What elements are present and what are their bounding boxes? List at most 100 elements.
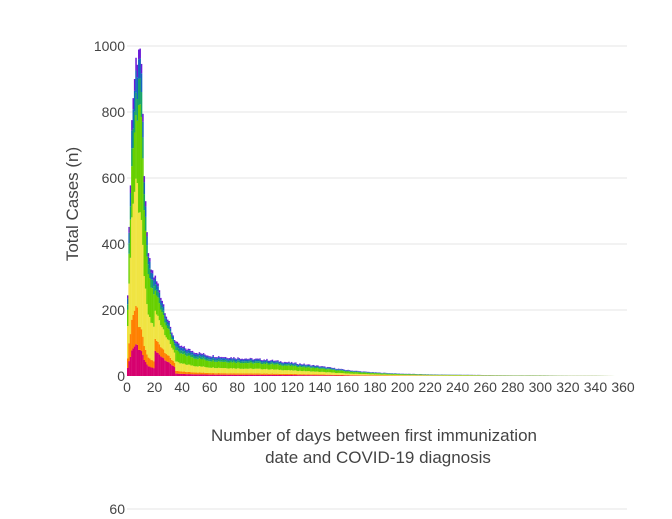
histogram-bar-segment: [155, 339, 157, 351]
histogram-bar-segment: [270, 369, 272, 373]
histogram-bar-segment: [177, 347, 179, 350]
histogram-bar-segment: [189, 350, 191, 353]
histogram-bar-segment: [160, 356, 162, 376]
histogram-bar-segment: [306, 374, 308, 375]
histogram-bar-segment: [135, 179, 137, 306]
histogram-bar-segment: [210, 359, 212, 361]
histogram-bar-segment: [272, 374, 274, 375]
histogram-bar-segment: [250, 362, 252, 368]
histogram-bar-segment: [305, 375, 307, 376]
histogram-bar-segment: [135, 58, 137, 71]
histogram-bar-segment: [291, 370, 293, 374]
histogram-bar-segment: [367, 373, 369, 374]
histogram-bar-segment: [321, 367, 323, 368]
histogram-bar-segment: [228, 359, 230, 361]
histogram-bar-segment: [369, 373, 371, 374]
histogram-bar-segment: [156, 284, 158, 290]
histogram-bar-segment: [316, 367, 318, 368]
histogram-bar-segment: [409, 375, 411, 376]
histogram-bar-segment: [138, 59, 140, 79]
histogram-bar-segment: [254, 373, 256, 374]
histogram-bar-segment: [243, 363, 245, 369]
histogram-bar-segment: [182, 354, 184, 364]
histogram-bar-segment: [268, 374, 270, 375]
histogram-bar-segment: [174, 340, 176, 341]
histogram-bar-segment: [167, 339, 169, 355]
histogram-bar-segment: [232, 361, 234, 363]
histogram-bar-segment: [167, 321, 169, 324]
histogram-bar-segment: [144, 210, 146, 276]
histogram-bar-segment: [207, 367, 209, 373]
histogram-bar-segment: [284, 363, 286, 364]
histogram-bar-segment: [314, 366, 316, 367]
histogram-bar-segment: [273, 375, 275, 376]
histogram-bar-segment: [307, 365, 309, 366]
histogram-bar-segment: [149, 269, 151, 278]
histogram-bar-segment: [280, 362, 282, 363]
histogram-bar-segment: [128, 254, 130, 284]
histogram-bar-segment: [137, 183, 139, 307]
histogram-bar-segment: [403, 374, 405, 375]
histogram-bar-segment: [189, 374, 191, 376]
histogram-bar-segment: [262, 375, 264, 376]
histogram-bar-segment: [133, 98, 135, 109]
histogram-bar-segment: [138, 105, 140, 213]
histogram-bar-segment: [149, 262, 151, 269]
histogram-bar-segment: [183, 351, 185, 354]
x-tick-label: 120: [281, 379, 305, 395]
histogram-bar-segment: [212, 373, 214, 375]
histogram-bar-segment: [314, 366, 316, 367]
histogram-bar-segment: [360, 374, 362, 375]
histogram-bar-segment: [219, 358, 221, 360]
histogram-bar-segment: [138, 213, 140, 327]
histogram-bar-segment: [288, 370, 290, 374]
histogram-bar-segment: [228, 363, 230, 369]
histogram-bar-segment: [290, 366, 292, 370]
histogram-bar-segment: [303, 371, 305, 374]
histogram-bar-segment: [234, 369, 236, 374]
histogram-bar-segment: [244, 363, 246, 369]
histogram-bar-segment: [272, 360, 274, 362]
histogram-bar-segment: [127, 368, 129, 376]
histogram-bar-segment: [223, 357, 225, 358]
histogram-bar-segment: [276, 375, 278, 376]
histogram-bar-segment: [156, 296, 158, 315]
histogram-bar-segment: [265, 375, 267, 376]
histogram-bar-segment: [153, 327, 155, 361]
histogram-bar-segment: [201, 373, 203, 375]
histogram-bar-segment: [276, 364, 278, 369]
histogram-bar-segment: [185, 374, 187, 376]
histogram-bar-segment: [145, 206, 147, 216]
histogram-bar-segment: [215, 362, 217, 368]
histogram-bar-segment: [296, 365, 298, 366]
histogram-bar-segment: [141, 351, 143, 376]
histogram-bar-segment: [229, 358, 231, 359]
histogram-bar-segment: [379, 375, 381, 376]
histogram-bar-segment: [306, 365, 308, 366]
histogram-bar-segment: [233, 368, 235, 373]
grid-lines: [127, 46, 627, 310]
histogram-bar-segment: [314, 372, 316, 375]
x-axis-title-line-2: date and COVID-19 diagnosis: [265, 448, 491, 467]
histogram-bar-segment: [160, 310, 162, 326]
histogram-bar-segment: [436, 375, 438, 376]
histogram-bar-segment: [195, 374, 197, 376]
histogram-bar-segment: [174, 367, 176, 376]
histogram-bar-segment: [211, 360, 213, 362]
histogram-bar-segment: [155, 276, 157, 279]
histogram-bar-segment: [347, 373, 349, 375]
histogram-bar-segment: [243, 373, 245, 374]
histogram-bar-segment: [265, 374, 267, 375]
histogram-bar-segment: [375, 373, 377, 374]
histogram-bar-segment: [226, 362, 228, 368]
histogram-bar-segment: [341, 375, 343, 376]
histogram-bar-segment: [360, 372, 362, 374]
histogram-bar-segment: [357, 371, 359, 372]
histogram-bar-segment: [327, 375, 329, 376]
histogram-bar-segment: [150, 360, 152, 367]
histogram-bar-segment: [243, 360, 245, 362]
histogram-bar-segment: [222, 373, 224, 375]
histogram-bar-segment: [364, 373, 366, 375]
histogram-bar-segment: [258, 360, 260, 362]
histogram-bar-segment: [274, 363, 276, 365]
